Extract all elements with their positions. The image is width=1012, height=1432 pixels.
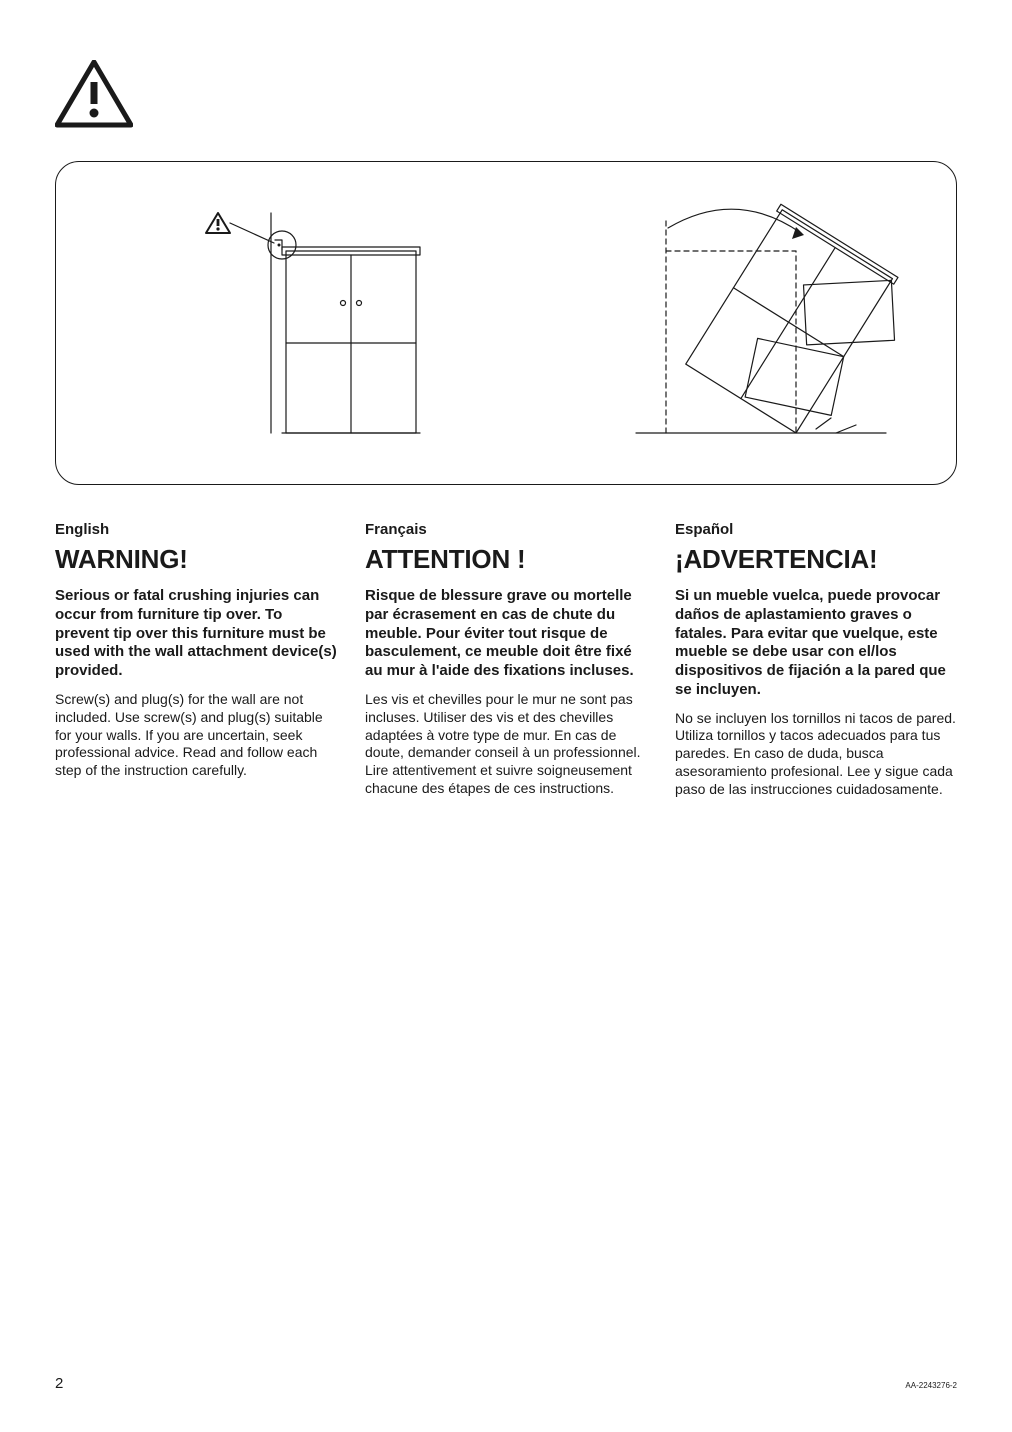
- column-espanol: Español ¡ADVERTENCIA! Si un mueble vuelc…: [675, 521, 957, 799]
- bold-text-english: Serious or fatal crushing injuries can o…: [55, 587, 337, 681]
- warning-triangle-icon: [55, 60, 957, 133]
- page-footer: 2 AA-2243276-2: [55, 1375, 957, 1392]
- lang-label-english: English: [55, 521, 337, 538]
- heading-francais: ATTENTION !: [365, 544, 647, 575]
- page-number: 2: [55, 1375, 63, 1392]
- lang-label-francais: Français: [365, 521, 647, 538]
- document-id: AA-2243276-2: [905, 1381, 957, 1390]
- column-english: English WARNING! Serious or fatal crushi…: [55, 521, 337, 799]
- column-francais: Français ATTENTION ! Risque de blessure …: [365, 521, 647, 799]
- tipover-diagram: [96, 193, 916, 453]
- heading-english: WARNING!: [55, 544, 337, 575]
- body-text-francais: Les vis et chevilles pour le mur ne sont…: [365, 691, 647, 798]
- text-columns: English WARNING! Serious or fatal crushi…: [55, 521, 957, 799]
- tipover-diagram-frame: [55, 161, 957, 485]
- lang-label-espanol: Español: [675, 521, 957, 538]
- body-text-english: Screw(s) and plug(s) for the wall are no…: [55, 691, 337, 781]
- bold-text-espanol: Si un mueble vuelca, puede provocar daño…: [675, 587, 957, 700]
- heading-espanol: ¡ADVERTENCIA!: [675, 544, 957, 575]
- bold-text-francais: Risque de blessure grave ou mortelle par…: [365, 587, 647, 681]
- body-text-espanol: No se incluyen los tornillos ni tacos de…: [675, 710, 957, 800]
